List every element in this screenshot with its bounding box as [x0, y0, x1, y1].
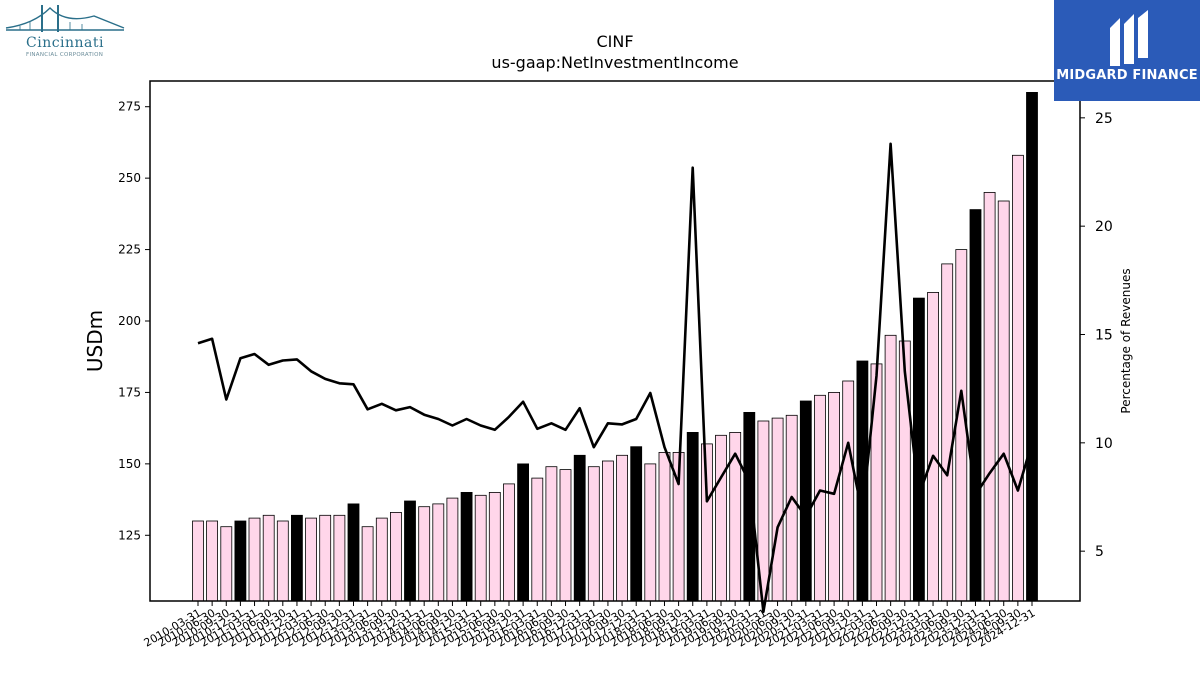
- bar-2022-12-31: [913, 297, 925, 602]
- bar-2016-06-30: [545, 466, 558, 602]
- y-axis-label: USDm: [83, 310, 107, 372]
- y-tick-label: 125: [118, 528, 141, 542]
- bar-2011-12-31: [290, 514, 303, 602]
- bar-2018-12-31: [686, 431, 699, 602]
- plot-frame: [149, 80, 1081, 602]
- chart-subtitle: us-gaap:NetInvestmentIncome: [491, 53, 739, 72]
- bar-2020-06-30: [771, 417, 784, 602]
- bar-2013-03-31: [361, 526, 374, 602]
- bar-2013-12-31: [404, 500, 416, 602]
- bar-2016-03-31: [531, 477, 544, 602]
- bar-2021-09-30: [842, 380, 855, 602]
- bar-2023-06-30: [941, 263, 954, 602]
- y-tick-label: 275: [118, 100, 141, 114]
- bar-2014-06-30: [432, 503, 445, 602]
- bar-2024-12-31: [1026, 92, 1038, 602]
- bar-2013-06-30: [375, 517, 388, 602]
- bar-2024-06-30: [997, 200, 1010, 602]
- midgard-mark-icon: [1110, 10, 1148, 66]
- bar-2014-03-31: [418, 506, 431, 602]
- y2-tick-label: 15: [1095, 328, 1113, 344]
- left-axis-ticks: 125 150 175 200 225 250 275: [118, 100, 150, 542]
- y-tick-label: 175: [118, 385, 141, 399]
- y2-axis-label: Percentage of Revenues: [1119, 268, 1133, 413]
- bar-2011-09-30: [276, 520, 289, 602]
- bar-2022-06-30: [884, 334, 897, 602]
- bar-2017-12-31: [630, 446, 643, 602]
- bar-2019-06-30: [715, 434, 727, 602]
- y2-tick-label: 20: [1095, 219, 1113, 235]
- bar-2019-03-31: [701, 443, 713, 602]
- bar-2015-12-31: [517, 463, 529, 602]
- bar-2012-06-30: [319, 514, 332, 602]
- bar-2023-03-31: [927, 291, 939, 602]
- y-tick-label: 250: [118, 171, 141, 185]
- y2-tick-label: 10: [1095, 436, 1113, 452]
- midgard-finance-logo: MIDGARD FINANCE: [1054, 0, 1200, 101]
- percentage-line: [197, 142, 1034, 614]
- bar-2013-09-30: [389, 512, 402, 602]
- bar-2018-03-31: [644, 463, 657, 602]
- bar-2021-06-30: [828, 391, 840, 602]
- bar-2010-09-30: [220, 526, 233, 602]
- y-tick-label: 225: [118, 243, 141, 257]
- chart-title: CINF: [596, 32, 634, 51]
- bar-2016-12-31: [573, 454, 586, 602]
- bar-2015-06-30: [488, 491, 501, 602]
- bar-2012-03-31: [305, 517, 318, 602]
- bar-2024-03-31: [983, 191, 996, 602]
- cincinnati-logo: Cincinnati FINANCIAL CORPORATION: [4, 2, 128, 62]
- bridge-icon: [5, 5, 125, 32]
- bar-2015-09-30: [503, 483, 515, 602]
- bar-2017-06-30: [602, 460, 614, 602]
- y-tick-label: 200: [118, 314, 141, 328]
- bar-2017-03-31: [587, 466, 600, 602]
- logo-right-name: MIDGARD FINANCE: [1056, 68, 1198, 83]
- bar-series: [192, 92, 1038, 602]
- bar-2015-03-31: [474, 494, 487, 602]
- bar-2022-03-31: [870, 363, 883, 602]
- bar-2011-06-30: [262, 514, 275, 602]
- bar-2023-12-31: [969, 209, 982, 602]
- y2-tick-label: 25: [1095, 111, 1113, 127]
- bar-2012-09-30: [333, 514, 346, 602]
- y2-tick-label: 5: [1095, 544, 1104, 560]
- bar-2014-12-31: [460, 491, 473, 602]
- bar-2014-09-30: [446, 497, 459, 602]
- bar-2010-03-31: [192, 520, 204, 602]
- bar-2010-12-31: [234, 520, 247, 602]
- bar-2018-06-30: [658, 451, 671, 602]
- logo-left-name: Cincinnati: [26, 35, 105, 51]
- bar-2010-06-30: [206, 520, 219, 602]
- logo-left-subtitle: FINANCIAL CORPORATION: [26, 52, 104, 58]
- bar-2012-12-31: [347, 503, 360, 602]
- bar-2020-12-31: [799, 400, 812, 602]
- y-tick-label: 150: [118, 457, 141, 471]
- bar-2016-09-30: [559, 469, 572, 602]
- x-axis-ticks: 2010-03-312010-06-302010-09-302010-12-31…: [142, 601, 1038, 650]
- bar-2011-03-31: [248, 517, 261, 602]
- right-axis-ticks: 5 10 15 20 25: [1080, 111, 1113, 560]
- bar-2017-09-30: [616, 454, 628, 602]
- bar-2024-09-30: [1012, 154, 1024, 602]
